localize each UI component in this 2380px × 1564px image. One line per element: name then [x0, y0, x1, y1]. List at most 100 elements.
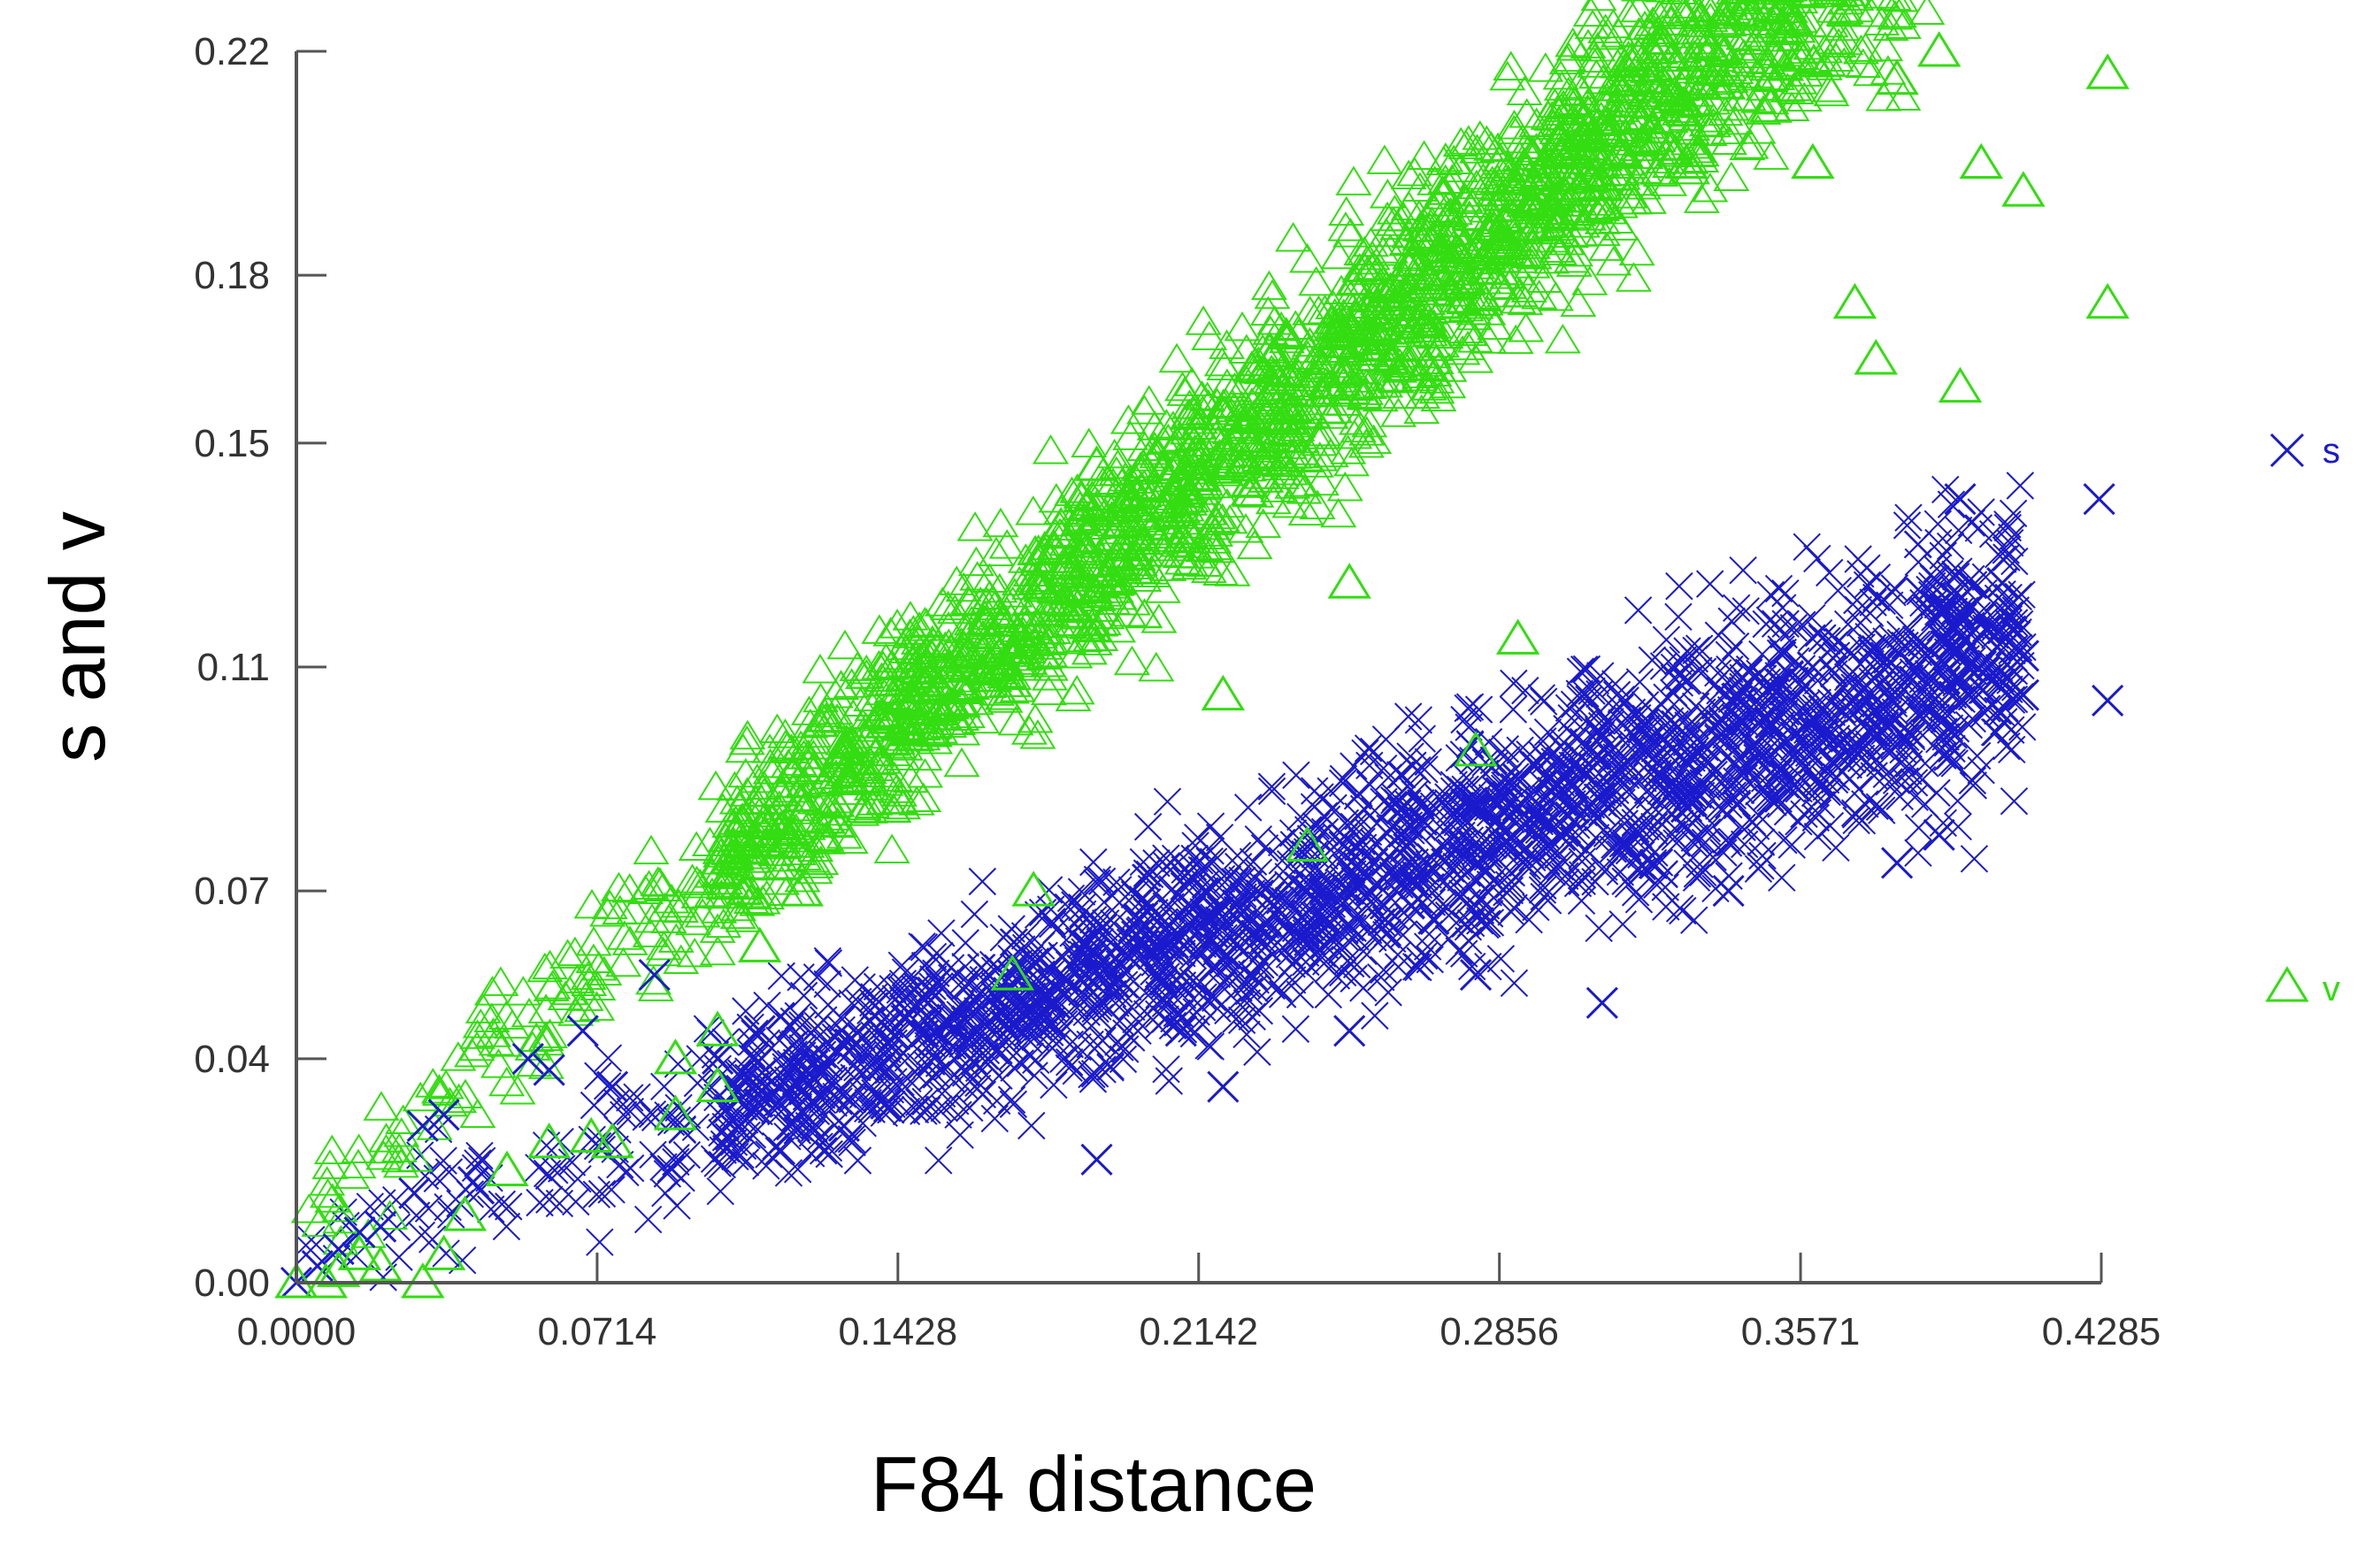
series-s-cloud-point: [1910, 790, 1939, 818]
series-s-cloud-point: [1904, 839, 1932, 867]
series-s-cloud-point: [706, 1177, 734, 1206]
series-v-cloud-point: [1366, 144, 1403, 174]
series-s-cloud-point: [1608, 910, 1637, 939]
series-s-cloud-point: [1768, 863, 1796, 892]
series-s-cloud-point: [1529, 871, 1557, 900]
series-s-cloud-point: [1833, 610, 1862, 639]
series-s-cloud-point: [1669, 646, 1697, 674]
series-v-cloud-point: [1320, 497, 1357, 528]
series-s-cloud-point: [1349, 794, 1378, 824]
series-s-cloud-point: [1631, 691, 1660, 719]
series-s-cloud-point: [1371, 905, 1401, 934]
series-s-cloud-point: [1704, 722, 1733, 751]
series-s-cloud-point: [1319, 794, 1347, 822]
series-s-cloud-point: [1196, 1032, 1225, 1061]
series-v-cloud-point: [817, 678, 854, 709]
series-s-cloud-point: [1527, 684, 1556, 712]
series-s-cloud-point: [381, 1185, 411, 1215]
series-s-cloud-point: [411, 1162, 440, 1191]
series-s-cloud-point: [1715, 640, 1744, 669]
series-s-cloud-point: [582, 1180, 610, 1209]
series-s-cloud-point: [1931, 475, 1960, 504]
series-s-cloud-point: [989, 924, 1017, 952]
series-s-cloud-point: [584, 1062, 612, 1090]
series-s-cloud-point: [616, 1154, 645, 1183]
series-v-cloud-point: [676, 937, 713, 968]
series-s-cloud-point: [1943, 786, 1972, 816]
series-s-cloud-point: [1515, 906, 1543, 934]
series-s-cloud-point: [1680, 906, 1708, 934]
series-s-cloud-point: [1120, 880, 1149, 909]
series-s-cloud-point: [927, 919, 956, 947]
series-v-cloud-point: [1131, 385, 1168, 415]
series-v-cloud-point: [873, 833, 910, 864]
series-s-cloud-point: [1578, 677, 1606, 705]
series-s-cloud-point: [1634, 832, 1663, 860]
series-s-cloud-point: [800, 1115, 828, 1143]
series-v-cloud-point: [758, 713, 795, 743]
series-s-cloud-point: [616, 1097, 644, 1126]
series-s-cloud-point: [1842, 806, 1870, 835]
series-s-cloud-point: [1386, 761, 1415, 789]
series-s-cloud-point: [1665, 894, 1694, 923]
series-s-cloud-point: [1383, 863, 1411, 892]
series-s-cloud-point: [1748, 640, 1777, 669]
series-s-cloud-point: [1568, 867, 1596, 896]
series-s-cloud-point: [1861, 792, 1889, 821]
series-s-cloud-point: [526, 1188, 554, 1217]
series-v-cloud-point: [1126, 395, 1163, 425]
series-s-cloud-point: [1205, 824, 1234, 852]
series-v-cloud-point: [1615, 262, 1652, 292]
series-s-cloud-point: [753, 991, 781, 1020]
series-s-cloud-point: [1413, 932, 1442, 961]
series-s-cloud-point: [632, 1103, 660, 1131]
series-s-cloud-point: [1533, 718, 1562, 747]
series-s-cloud-point: [1199, 847, 1228, 876]
series-s-cloud-point: [464, 1149, 492, 1177]
series-s-cloud-point: [1474, 952, 1502, 981]
series-s-cloud-point: [1781, 719, 1809, 748]
series-v-cloud-point: [982, 507, 1019, 538]
series-s-cloud-point: [492, 1212, 521, 1241]
series-s-cloud-point: [1455, 693, 1485, 721]
series-s-cloud-point: [1153, 787, 1182, 816]
series-s-cloud-point: [1721, 632, 1750, 661]
series-v-cloud-point: [802, 653, 839, 684]
series-s-cloud-point: [1761, 610, 1790, 638]
series-v-cloud-point: [1713, 161, 1750, 191]
series-s-cloud-point: [1486, 945, 1516, 973]
series-s-cloud-point: [2000, 786, 2029, 816]
series-s-cloud-point: [1199, 953, 1227, 981]
series-s-cloud-point: [681, 1113, 710, 1142]
series-s-cloud-point: [1995, 601, 2023, 630]
series-s-cloud-point: [1784, 759, 1812, 788]
series-s-cloud-point: [708, 1150, 736, 1179]
series-s-cloud-point: [1859, 588, 1887, 617]
series-v-cloud-point: [488, 1066, 526, 1097]
series-s-cloud-point: [1665, 571, 1693, 601]
series-s-cloud-point: [586, 1228, 614, 1256]
series-s-cloud-point: [297, 1225, 326, 1254]
series-v-cloud-point: [1015, 495, 1052, 525]
series-s-cloud-point: [1904, 548, 1932, 577]
series-s-cloud-point: [1611, 686, 1639, 715]
series-s-cloud-point: [837, 1124, 866, 1154]
series-s-cloud-point: [1164, 881, 1193, 909]
series-s-cloud-point: [1940, 663, 1969, 692]
series-s-cloud-point: [1499, 695, 1528, 724]
series-v-cloud-point: [499, 1074, 536, 1105]
series-v-cloud-point: [363, 1091, 400, 1121]
series-s-cloud-point: [1777, 831, 1806, 859]
series-s-cloud-point: [1530, 687, 1558, 716]
series-s-cloud-point: [587, 1179, 617, 1208]
series-s-cloud-point: [1257, 772, 1286, 801]
series-v-cloud-point: [1618, 235, 1655, 266]
series-s-cloud-point: [1458, 952, 1486, 981]
series-s-cloud-point: [587, 1135, 617, 1164]
series-s-cloud-point: [1817, 698, 1846, 726]
series-s-cloud-point: [1616, 796, 1644, 825]
series-s-cloud-point: [1445, 937, 1473, 965]
series-s-cloud-point: [633, 1205, 663, 1234]
series-s-cloud-point: [956, 1093, 984, 1123]
series-s-cloud-point: [557, 1148, 587, 1177]
